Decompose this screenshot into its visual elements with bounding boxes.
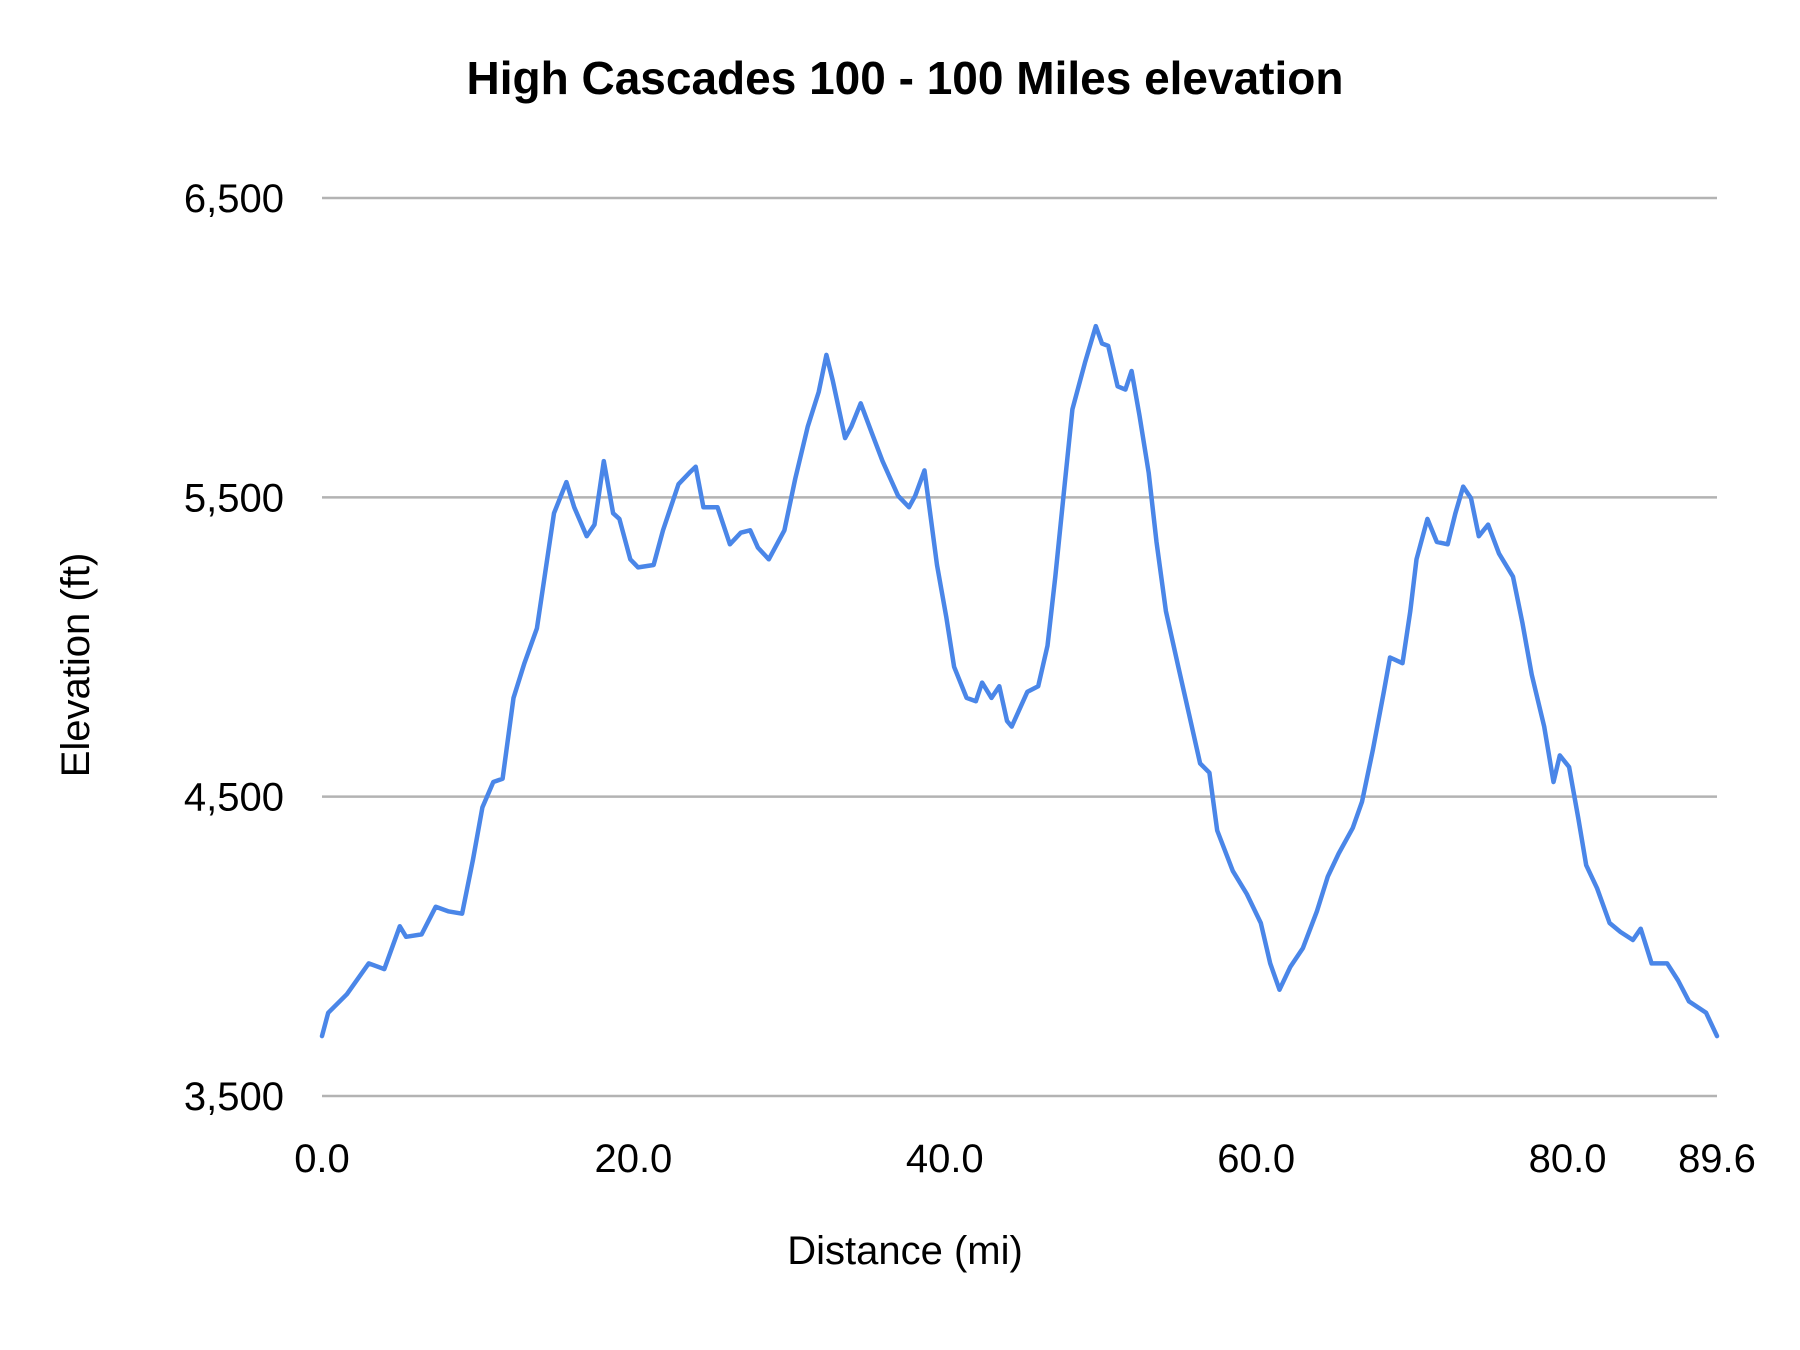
x-tick-label: 40.0: [906, 1137, 984, 1181]
x-tick-label: 80.0: [1529, 1137, 1607, 1181]
y-axis-ticks: 3,500 4,500 5,500 6,500: [184, 177, 284, 1119]
x-tick-label: 0.0: [294, 1137, 350, 1181]
x-tick-label: 20.0: [594, 1137, 672, 1181]
x-tick-label: 60.0: [1217, 1137, 1295, 1181]
x-tick-label: 89.6: [1678, 1137, 1756, 1181]
y-axis-title: Elevation (ft): [54, 553, 98, 778]
y-tick-label: 6,500: [184, 177, 284, 221]
x-axis-title: Distance (mi): [787, 1229, 1023, 1273]
y-tick-label: 3,500: [184, 1075, 284, 1119]
elevation-line: [319, 323, 1720, 1039]
x-axis-ticks: 0.0 20.0 40.0 60.0 80.0 89.6: [294, 1137, 1756, 1181]
gridlines: [322, 196, 1717, 1098]
y-tick-label: 4,500: [184, 776, 284, 820]
chart-title: High Cascades 100 - 100 Miles elevation: [467, 52, 1344, 104]
y-tick-label: 5,500: [184, 476, 284, 520]
